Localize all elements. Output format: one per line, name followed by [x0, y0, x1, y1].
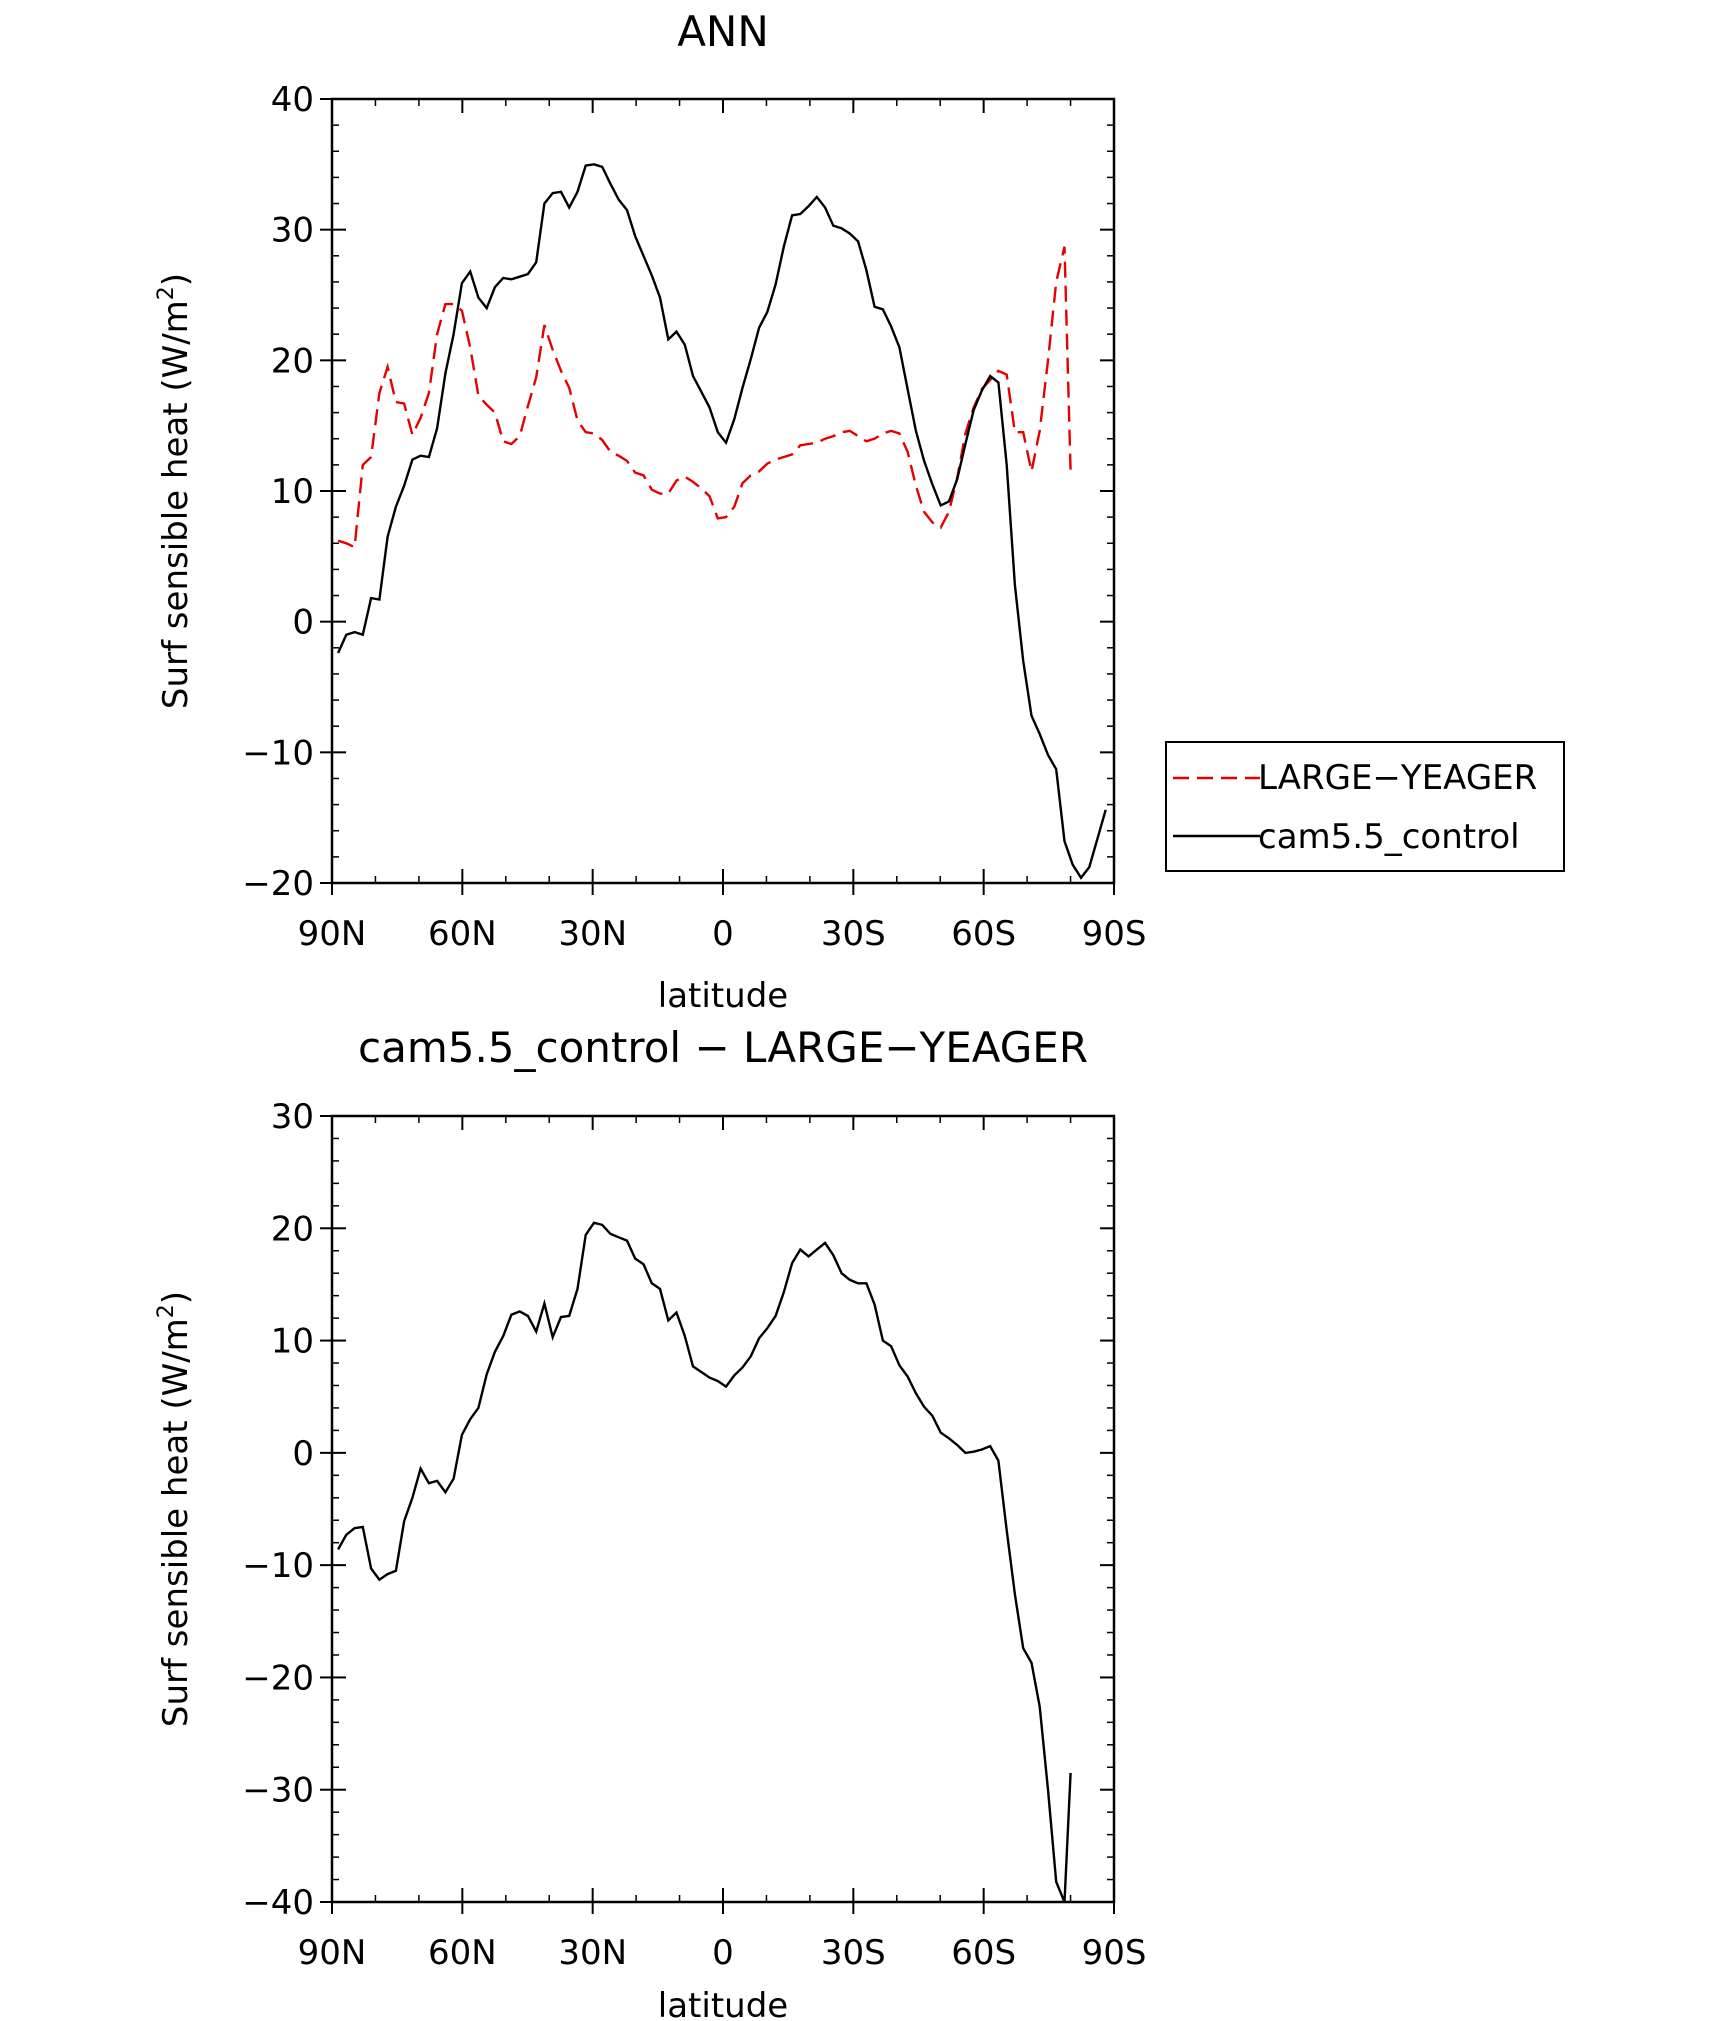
- x-tick-label: 90N: [298, 914, 367, 954]
- top-y-axis-label: Surf sensible heat (W/m2): [154, 273, 196, 709]
- x-tick-label: 30S: [821, 1933, 886, 1973]
- y-tick-label: −30: [242, 1771, 314, 1811]
- x-tick-label: 60S: [951, 1933, 1016, 1973]
- top-y-axis-label-sup: 2: [154, 286, 179, 300]
- x-tick-label: 30S: [821, 914, 886, 954]
- y-tick-label: −20: [242, 864, 314, 904]
- x-tick-label: 0: [712, 1933, 734, 1973]
- y-tick-label: −20: [242, 1658, 314, 1698]
- series-line-large-yeager: [337, 246, 1072, 550]
- x-tick-label: 90S: [1082, 1933, 1147, 1973]
- series-line-cam5-control: [337, 163, 1107, 880]
- bottom-y-axis-label-close: ): [156, 1291, 196, 1304]
- top-series-group: [337, 163, 1107, 880]
- bottom-series-group: [337, 1221, 1072, 1903]
- y-tick-label: 0: [292, 603, 314, 643]
- legend-box: [1165, 741, 1565, 872]
- y-tick-label: 20: [271, 1209, 314, 1249]
- top-plot-frame: [330, 97, 1116, 885]
- y-tick-label: 10: [271, 1322, 314, 1362]
- bottom-y-axis-label-main: Surf sensible heat (W/m: [156, 1318, 196, 1727]
- x-tick-label: 60S: [951, 914, 1016, 954]
- top-y-axis-label-main: Surf sensible heat (W/m: [156, 300, 196, 709]
- legend: LARGE−YEAGER cam5.5_control: [1165, 741, 1565, 872]
- y-tick-label: 0: [292, 1434, 314, 1474]
- x-tick-label: 90S: [1082, 914, 1147, 954]
- bottom-y-tick-labels: 30 20 10 0 −10 −20 −30 −40: [242, 1097, 314, 1923]
- x-tick-label: 60N: [428, 1933, 497, 1973]
- x-tick-label: 60N: [428, 914, 497, 954]
- x-tick-label: 30N: [558, 914, 627, 954]
- top-x-tick-labels: 90N 60N 30N 0 30S 60S 90S: [298, 914, 1147, 954]
- x-tick-label: 90N: [298, 1933, 367, 1973]
- y-tick-label: 40: [271, 80, 314, 120]
- bottom-chart-title: cam5.5_control − LARGE−YEAGER: [358, 1023, 1088, 1072]
- y-tick-label: −10: [242, 1546, 314, 1586]
- y-tick-label: 30: [271, 211, 314, 251]
- bottom-y-axis-label: Surf sensible heat (W/m2): [154, 1291, 196, 1727]
- top-y-tick-labels: 40 30 20 10 0 −10 −20: [242, 80, 314, 904]
- legend-label-cam5-control: cam5.5_control: [1258, 817, 1520, 857]
- bottom-x-tick-labels: 90N 60N 30N 0 30S 60S 90S: [298, 1933, 1147, 1973]
- y-tick-label: 20: [271, 341, 314, 381]
- y-tick-label: 30: [271, 1097, 314, 1137]
- legend-label-large-yeager: LARGE−YEAGER: [1258, 758, 1537, 798]
- y-tick-label: −10: [242, 733, 314, 773]
- top-y-axis-label-close: ): [156, 273, 196, 286]
- bottom-y-axis-label-sup: 2: [154, 1304, 179, 1318]
- y-tick-label: −40: [242, 1883, 314, 1923]
- bottom-plot-frame: [330, 1114, 1116, 1904]
- bottom-x-axis-label: latitude: [658, 1986, 788, 2021]
- y-tick-label: 10: [271, 472, 314, 512]
- bottom-panel: cam5.5_control − LARGE−YEAGER 3020100−10…: [154, 1023, 1146, 2021]
- x-tick-label: 30N: [558, 1933, 627, 1973]
- series-line-difference: [337, 1221, 1072, 1903]
- top-x-axis-label: latitude: [658, 976, 788, 1016]
- top-chart-title: ANN: [677, 7, 769, 56]
- x-tick-label: 0: [712, 914, 734, 954]
